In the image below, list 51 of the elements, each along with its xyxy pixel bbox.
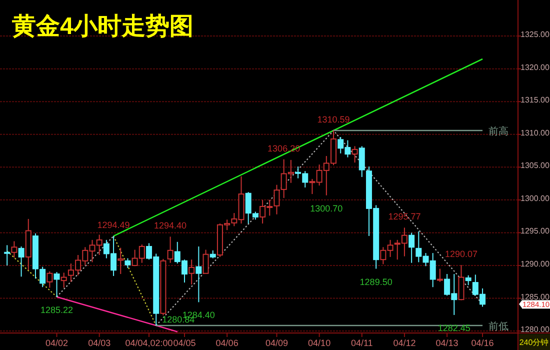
y-tick-label: 1295.00 [520,226,550,236]
text: 黄金4小时走势图 [11,13,194,40]
x-tick-label: 04/13 [436,338,458,348]
candlestick [124,258,131,269]
candlestick [202,249,209,274]
y-tick-label: 1315.00 [520,96,550,105]
annotation: 1282.45 [438,322,470,333]
annotation: 1294.40 [154,220,187,231]
candlestick [18,246,24,278]
x-tick-label: 04/09 [265,338,288,348]
candlestick [46,270,53,288]
y-tick-label: 1280.00 [520,325,550,334]
annotation: 1310.59 [317,114,350,125]
x-tick-label: 04/05 [173,338,196,348]
x-tick-label: 04/10 [308,338,331,348]
candlestick [188,259,195,285]
annotation: 1294.49 [97,220,130,230]
y-tick-label: 1285.00 [520,292,550,302]
candlestick [60,272,67,288]
series-label: 前低 [488,320,509,333]
candlestick [436,268,443,282]
candlestick [196,246,202,303]
candlestick [167,236,174,264]
annotation: 1289.50 [360,276,392,287]
annotation: 1295.77 [388,212,421,222]
x-tick-label: 04/02 [46,338,68,348]
annotation: 1285.22 [40,304,74,315]
y-tick-label: 1290.00 [520,259,550,268]
y-tick-label: 1310.00 [520,128,550,138]
candlestick [465,274,472,286]
y-tick-label: 1305.00 [520,161,550,170]
x-tick-label: 04/16 [471,338,494,348]
text: 240分钟 [519,338,549,347]
y-tick-label: 1300.00 [520,194,550,203]
candlestick [352,146,358,164]
annotation: 1290.07 [444,249,478,260]
candlestick [458,264,464,301]
x-tick-label: 04/04,02:00 [125,338,173,348]
candlestick [358,146,365,178]
candlestick [408,232,415,264]
candlestick [118,247,124,275]
x-tick-label: 04/11 [350,338,373,348]
annotation: 1300.70 [310,203,343,214]
candlestick [54,272,60,298]
y-tick-label: 1320.00 [520,62,550,72]
y-tick-label: 1325.00 [520,30,550,40]
x-tick-label: 04/12 [393,338,416,348]
candlestick [11,240,18,258]
x-tick-label: 04/03 [88,338,111,348]
candlestick [4,244,10,266]
x-tick-label: 04/06 [216,338,238,348]
